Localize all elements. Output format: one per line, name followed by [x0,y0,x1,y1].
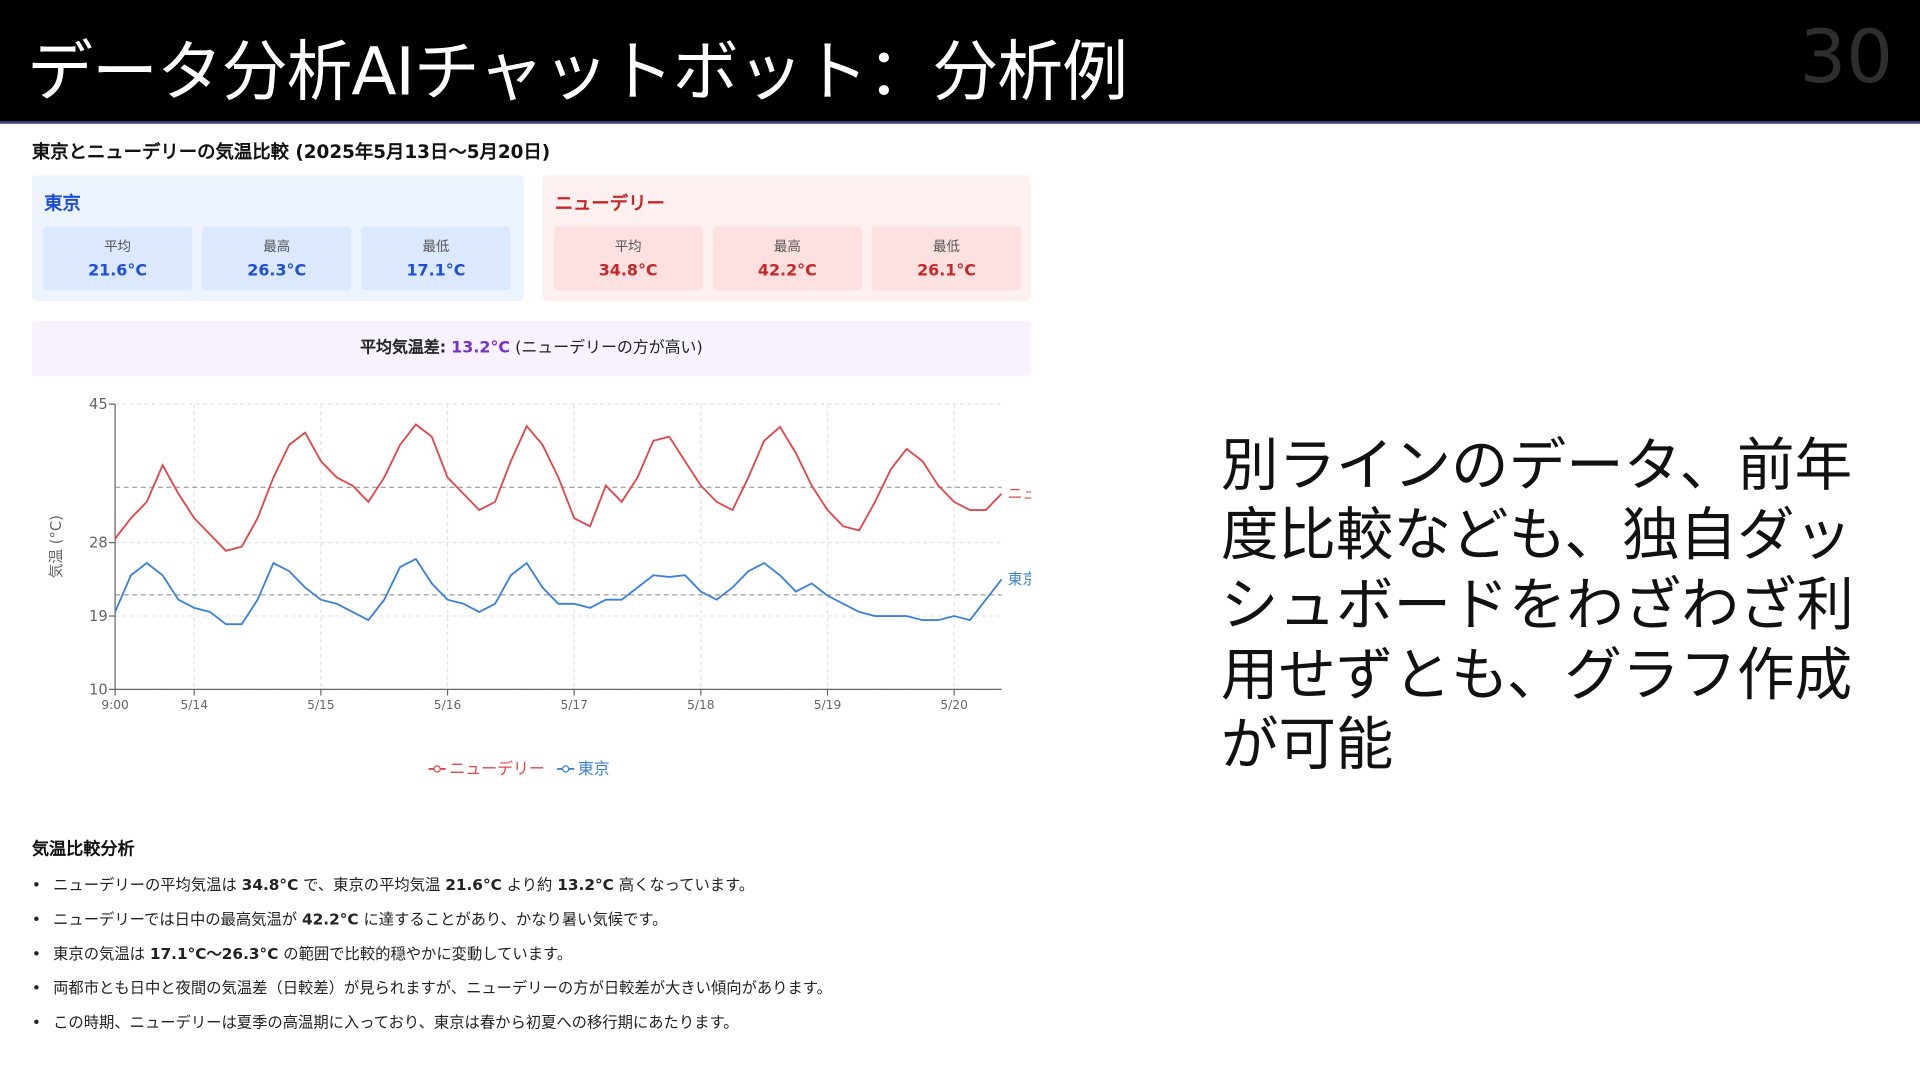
x-tick-label: 5/18 [687,698,714,712]
bullet-text: に達することがあり、かなり暑い気候です。 [358,909,668,929]
summary-title: 東京とニューデリーの気温比較 (2025年5月13日〜5月20日) [31,140,551,163]
legend-marker [561,765,570,773]
stat-card: 最低 17.1°C [361,226,511,291]
stat-value: 26.1°C [917,262,976,281]
diff-note: (ニューデリーの方が高い) [515,339,703,358]
stat-value: 17.1°C [406,262,466,281]
bullet-text: 高くなっています。 [613,875,755,894]
x-tick-label: 5/17 [560,698,587,712]
stat-label: 最低 [933,238,961,255]
bullet-text: 両都市とも日中と夜間の気温差（日較差）が見られますが、ニューデリーの方が日較差が… [53,978,832,997]
header: データ分析AIチャットボット：分析例 30 [0,0,1920,124]
city-card: ニューデリー平均 34.8°C 最高 42.2°C 最低 26.1°C [542,175,1032,302]
x-tick-label: 9:00 [101,698,128,712]
stat-label: 最高 [773,238,801,255]
analysis-bullet: 東京の気温は 17.1°C〜26.3°C の範囲で比較的穏やかに変動しています。 [32,940,832,974]
bullet-text: の範囲で比較的穏やかに変動しています。 [278,944,573,963]
emphasis: 13.2°C [557,875,614,894]
y-tick-label: 10 [89,681,108,698]
stat-label: 最低 [422,238,450,255]
bullet-text: 東京の気温は [53,944,150,963]
stat-label: 平均 [104,238,132,255]
bullet-text: ニューデリーでは日中の最高気温が [53,909,302,929]
stat-card: 平均 34.8°C [553,226,703,291]
stat-value: 34.8°C [598,262,658,281]
page-number: 30 [1799,14,1894,101]
line-end-label: 東京 [1008,571,1037,588]
emphasis: 21.6°C [445,875,502,894]
x-tick-label: 5/19 [814,698,841,712]
bullet-text: で、東京の平均気温 [298,875,446,894]
x-tick-label: 5/15 [307,698,334,712]
stat-label: 最高 [263,238,291,255]
emphasis: 34.8°C [241,875,299,894]
city-name: ニューデリー [554,192,665,215]
line [114,423,1003,552]
stat-value: 26.3°C [247,262,307,281]
x-tick-label: 5/20 [940,698,967,712]
line-end-label: ニューデリー [1008,485,1041,503]
x-tick-label: 5/14 [181,698,209,712]
stat-card: 平均 21.6°C [42,226,193,291]
bullet-text: より約 [501,875,558,894]
line [114,557,1003,626]
legend-marker [433,765,441,773]
analysis-bullet: 両都市とも日中と夜間の気温差（日較差）が見られますが、ニューデリーの方が日較差が… [32,975,832,1009]
y-tick-label: 19 [89,608,108,625]
stat-card: 最高 26.3°C [202,226,352,291]
diff-value: 13.2°C [451,339,511,358]
legend-label: ニューデリー [449,759,544,778]
stat-value: 21.6°C [88,262,148,281]
city-card: 東京平均 21.6°C 最高 26.3°C 最低 17.1°C [31,175,525,302]
stat-value: 42.2°C [757,262,817,281]
y-tick-label: 28 [89,535,108,552]
emphasis: 42.2°C [301,909,359,929]
analysis-list: ニューデリーの平均気温は 34.8°C で、東京の平均気温 21.6°C より約… [32,872,832,1043]
diff-label: 平均気温差: [360,339,447,358]
bullet-text: ニューデリーの平均気温は [53,875,242,894]
analysis-bullet: ニューデリーの平均気温は 34.8°C で、東京の平均気温 21.6°C より約… [32,872,832,906]
y-axis-label: 気温 (°C) [48,515,65,578]
analysis-bullet: この時期、ニューデリーは夏季の高温期に入っており、東京は春から初夏への移行期にあ… [32,1009,832,1043]
slide-title: データ分析AIチャットボット：分析例 [26,33,1128,111]
analysis-bullet: ニューデリーでは日中の最高気温が 42.2°C に達することがあり、かなり暑い気… [32,906,832,940]
analysis-title: 気温比較分析 [31,840,135,860]
city-name: 東京 [44,192,81,215]
y-tick-label: 45 [89,396,108,413]
difference-bar: 平均気温差: 13.2°C (ニューデリーの方が高い) [31,320,1032,376]
chart: 気温 (°C) 10 19 28 45 9:00 5/14 5/15 5/16 5/17 5/18 5… [48,396,1041,778]
stat-card: 最低 26.1°C [871,226,1022,291]
stat-label: 平均 [614,238,642,255]
stat-card: 最高 42.2°C [712,226,863,291]
emphasis: 17.1°C〜26.3°C [149,944,279,963]
side-text: 別ラインのデータ、前年度比較なども、独自ダッシュボードをわざわざ利用せずとも、グ… [1220,432,1854,779]
bullet-text: この時期、ニューデリーは夏季の高温期に入っており、東京は春から初夏への移行期にあ… [53,1012,739,1032]
legend-label: 東京 [578,759,610,778]
x-tick-label: 5/16 [434,698,462,712]
